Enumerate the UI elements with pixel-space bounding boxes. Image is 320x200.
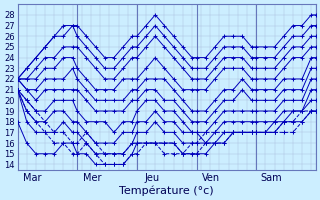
X-axis label: Température (°c): Température (°c) bbox=[119, 185, 214, 196]
